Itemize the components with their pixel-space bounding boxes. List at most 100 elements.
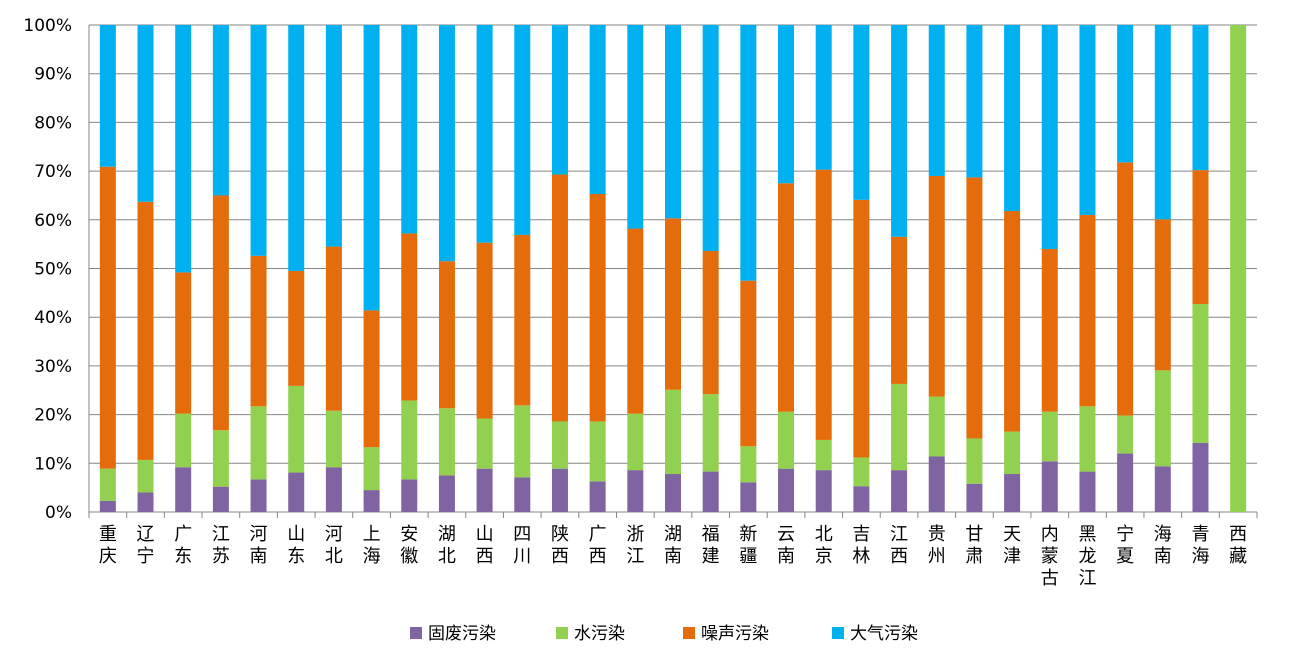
- bar-segment: [325, 25, 342, 247]
- x-tick-label: 安: [400, 524, 418, 545]
- bar-segment: [401, 400, 418, 480]
- bar-segment: [853, 457, 870, 487]
- bar-segment: [1154, 219, 1171, 371]
- x-tick-label: 海: [363, 546, 381, 567]
- bar-segment: [665, 389, 681, 475]
- x-tick-label: 湖: [438, 524, 456, 545]
- bar-segment: [891, 383, 908, 471]
- bar-segment: [1192, 304, 1209, 443]
- bar-segment: [966, 25, 983, 178]
- x-tick-label: 湖: [664, 524, 682, 545]
- x-tick-label: 新: [739, 524, 757, 545]
- bar-segment: [1154, 25, 1171, 220]
- x-tick-label: 广: [174, 524, 192, 545]
- x-tick-label: 南: [664, 546, 682, 567]
- x-tick-label: 林: [852, 546, 870, 567]
- bar-segment: [815, 439, 832, 471]
- y-tick-label: 80%: [34, 113, 72, 133]
- bar-segment: [476, 468, 493, 512]
- bar-segment: [325, 246, 342, 411]
- bar-segment: [589, 481, 606, 512]
- x-tick-label: 庆: [99, 546, 117, 567]
- bar-segment: [740, 280, 757, 447]
- bar-segment: [514, 234, 531, 406]
- bar-segment: [1117, 415, 1134, 454]
- x-tick-label: 吉: [852, 524, 870, 545]
- x-tick-label: 建: [702, 546, 720, 567]
- bar-segment: [363, 490, 380, 512]
- bar-segment: [514, 405, 531, 478]
- bar-segment: [476, 418, 493, 469]
- bar-segment: [476, 242, 493, 419]
- bar-segment: [966, 438, 983, 484]
- bar-segment: [250, 479, 267, 512]
- bar-segment: [702, 394, 719, 472]
- bar-segment: [702, 25, 719, 251]
- bar-segment: [928, 456, 945, 512]
- x-tick-label: 江: [890, 524, 908, 545]
- x-tick-label: 南: [1154, 546, 1172, 567]
- bar-segment: [778, 468, 795, 512]
- x-tick-label: 北: [438, 546, 456, 567]
- bar-segment: [288, 270, 305, 386]
- bar-segment: [250, 25, 267, 256]
- bar-segment: [1117, 25, 1134, 163]
- y-tick-label: 40%: [34, 308, 72, 328]
- legend-swatch: [832, 627, 844, 639]
- x-tick-label: 西: [476, 546, 494, 567]
- bar-segment: [288, 385, 305, 473]
- x-tick-label: 海: [1154, 524, 1172, 545]
- x-tick-label: 河: [250, 524, 268, 545]
- bar-segment: [815, 169, 832, 440]
- x-tick-label: 西: [551, 546, 569, 567]
- bar-segment: [250, 406, 267, 480]
- x-tick-label: 贵: [928, 524, 946, 545]
- bar-segment: [1154, 466, 1171, 512]
- x-tick-label: 海: [1191, 546, 1209, 567]
- bar-segment: [1041, 249, 1058, 412]
- x-tick-label: 藏: [1229, 546, 1247, 567]
- bar-segment: [1079, 471, 1096, 512]
- bar-segment: [137, 201, 154, 460]
- bar-segment: [966, 177, 983, 439]
- x-tick-label: 黑: [1078, 524, 1096, 545]
- bar-segment: [1004, 25, 1021, 212]
- bar-segment: [325, 410, 342, 468]
- bar-segment: [891, 470, 908, 512]
- x-tick-label: 川: [513, 546, 531, 567]
- x-tick-label: 疆: [739, 546, 757, 567]
- legend-swatch: [410, 627, 422, 639]
- bar-segment: [778, 25, 795, 184]
- bar-segment: [99, 25, 116, 167]
- bar-segment: [1117, 162, 1134, 416]
- bar-segment: [99, 166, 116, 469]
- bar-segment: [702, 250, 719, 395]
- bar-segment: [740, 25, 757, 281]
- x-tick-label: 青: [1191, 524, 1209, 545]
- bar-segment: [665, 474, 681, 512]
- bar-segment: [288, 25, 305, 271]
- bar-segment: [212, 430, 229, 487]
- bar-segment: [175, 413, 192, 468]
- bar-segment: [815, 25, 832, 170]
- x-tick-label: 福: [702, 524, 720, 545]
- bar-segment: [551, 468, 568, 512]
- y-tick-label: 10%: [34, 454, 72, 474]
- bar-segment: [627, 470, 644, 512]
- bar-segment: [966, 483, 983, 512]
- bar-segment: [853, 25, 870, 200]
- bar-segment: [1154, 370, 1171, 467]
- y-tick-label: 50%: [34, 260, 72, 280]
- x-tick-label: 宁: [137, 546, 155, 567]
- x-tick-label: 江: [1078, 568, 1096, 589]
- bar-segment: [1192, 442, 1209, 512]
- bar-segment: [589, 193, 606, 422]
- bar-segment: [551, 174, 568, 422]
- x-tick-label: 天: [1003, 524, 1021, 545]
- y-tick-label: 60%: [34, 211, 72, 231]
- x-tick-label: 京: [815, 546, 833, 567]
- x-tick-label: 山: [287, 524, 305, 545]
- y-tick-label: 90%: [34, 65, 72, 85]
- legend-label: 固废污染: [428, 624, 496, 644]
- x-tick-label: 蒙: [1041, 546, 1059, 567]
